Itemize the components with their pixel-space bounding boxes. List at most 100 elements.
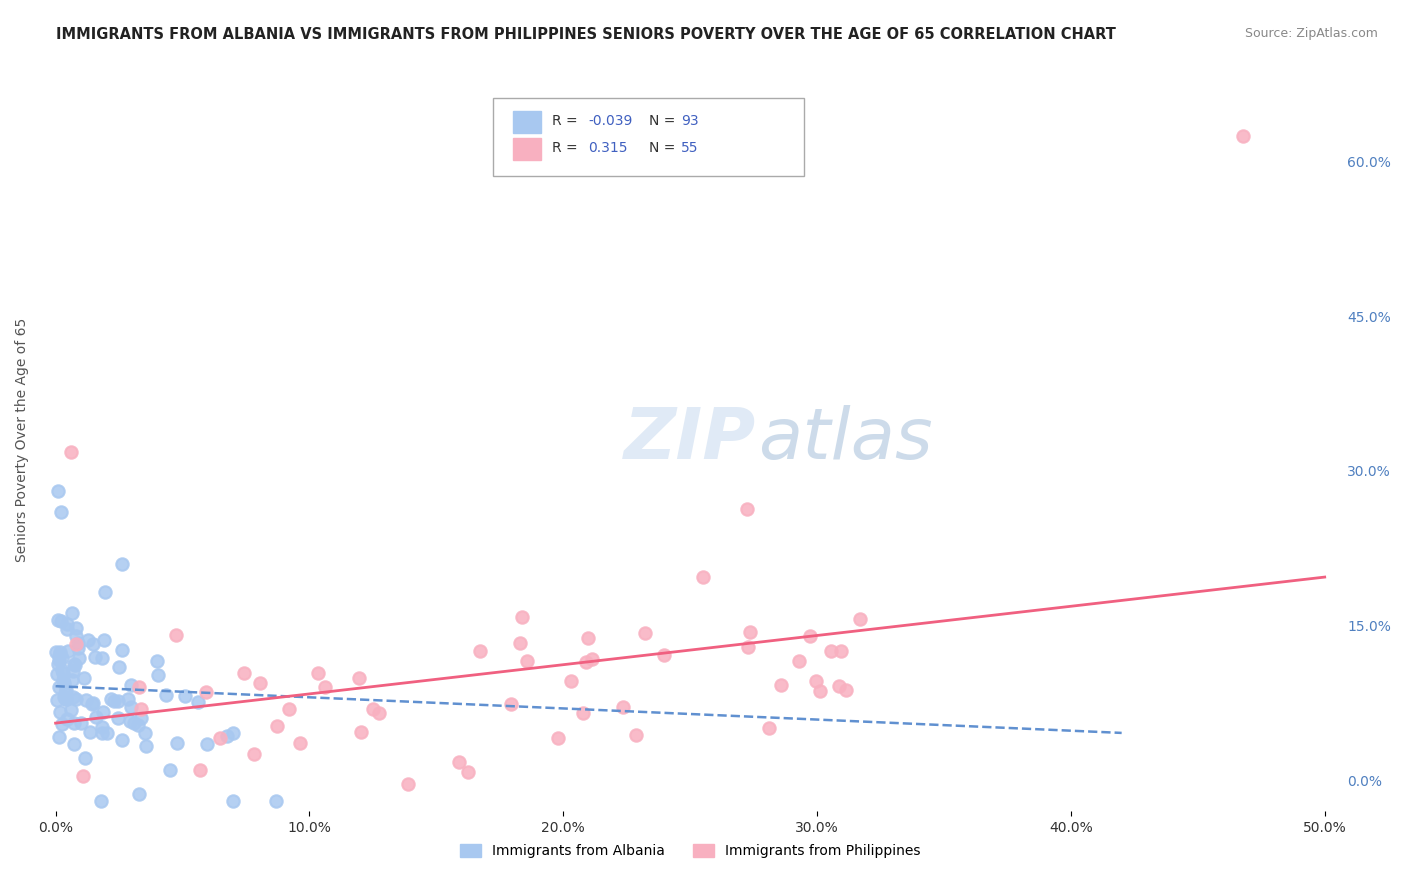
Point: [111, 732, 134, 747]
Point: [470, 644, 492, 658]
Point: [91, 651, 114, 665]
Point: [72, 769, 94, 783]
Point: [131, 711, 153, 725]
Point: [145, 654, 167, 668]
Text: ZIP: ZIP: [624, 405, 756, 475]
Point: [215, 729, 238, 743]
Point: [166, 736, 188, 750]
Point: [48, 648, 70, 663]
Point: [347, 671, 370, 685]
Point: [62, 690, 84, 704]
Point: [103, 694, 125, 708]
Point: [84, 709, 107, 723]
Point: [174, 690, 197, 704]
Point: [67, 636, 90, 650]
Point: [51, 663, 73, 677]
Point: [46, 666, 69, 681]
Point: [769, 678, 792, 692]
FancyBboxPatch shape: [513, 137, 541, 160]
Point: [63, 737, 86, 751]
Point: [56, 622, 79, 636]
Point: [612, 699, 634, 714]
Point: [789, 654, 811, 668]
Point: [187, 695, 209, 709]
Point: [48, 645, 70, 659]
Point: [73, 751, 96, 765]
Point: [79, 724, 101, 739]
Point: [509, 636, 531, 650]
Point: [457, 764, 479, 779]
Point: [52, 665, 75, 680]
Point: [120, 678, 142, 692]
Point: [63, 657, 86, 672]
Point: [55, 682, 77, 697]
Point: [808, 684, 831, 698]
Point: [52, 673, 75, 687]
Point: [63, 716, 86, 731]
Point: [266, 719, 288, 733]
Point: [46, 657, 69, 671]
Point: [65, 637, 87, 651]
Text: R =: R =: [551, 141, 582, 155]
Point: [108, 660, 131, 674]
Point: [159, 763, 181, 777]
Point: [222, 726, 245, 740]
Point: [692, 569, 714, 583]
Point: [120, 714, 142, 729]
Point: [652, 648, 675, 662]
Point: [65, 691, 87, 706]
Point: [799, 629, 821, 643]
Point: [63, 657, 86, 671]
Point: [737, 640, 759, 654]
Text: -0.039: -0.039: [588, 113, 633, 128]
Point: [361, 701, 384, 715]
Point: [501, 698, 523, 712]
Point: [827, 679, 849, 693]
Point: [107, 711, 129, 725]
Point: [128, 787, 150, 801]
Point: [134, 726, 156, 740]
Point: [60, 673, 83, 688]
Point: [146, 667, 169, 681]
Point: [111, 558, 134, 572]
Point: [264, 794, 287, 808]
Point: [59, 445, 82, 459]
Point: [65, 621, 87, 635]
Point: [48, 653, 70, 667]
Point: [45, 644, 67, 658]
Point: [82, 697, 104, 711]
Point: [547, 731, 569, 745]
Point: [90, 720, 112, 734]
Point: [830, 644, 852, 658]
Point: [46, 484, 69, 499]
Point: [77, 632, 100, 647]
Point: [67, 651, 90, 665]
Point: [849, 612, 872, 626]
Y-axis label: Seniors Poverty Over the Age of 65: Seniors Poverty Over the Age of 65: [15, 318, 30, 562]
Point: [165, 628, 187, 642]
Point: [49, 505, 72, 519]
Point: [90, 726, 112, 740]
Point: [55, 617, 77, 632]
Text: IMMIGRANTS FROM ALBANIA VS IMMIGRANTS FROM PHILIPPINES SENIORS POVERTY OVER THE : IMMIGRANTS FROM ALBANIA VS IMMIGRANTS FR…: [56, 27, 1116, 42]
Text: 93: 93: [681, 113, 699, 128]
Point: [53, 690, 76, 704]
Point: [738, 625, 761, 640]
Point: [314, 680, 336, 694]
Point: [735, 502, 758, 516]
Point: [62, 664, 84, 678]
Point: [758, 722, 780, 736]
Point: [571, 706, 593, 721]
Point: [94, 585, 117, 599]
Point: [835, 683, 858, 698]
Text: 55: 55: [681, 141, 699, 155]
Point: [82, 696, 104, 710]
Point: [93, 632, 115, 647]
Point: [350, 724, 373, 739]
Point: [560, 674, 582, 689]
Text: atlas: atlas: [758, 405, 932, 475]
Point: [155, 689, 177, 703]
Point: [209, 731, 232, 745]
Point: [66, 640, 89, 655]
Point: [111, 642, 134, 657]
